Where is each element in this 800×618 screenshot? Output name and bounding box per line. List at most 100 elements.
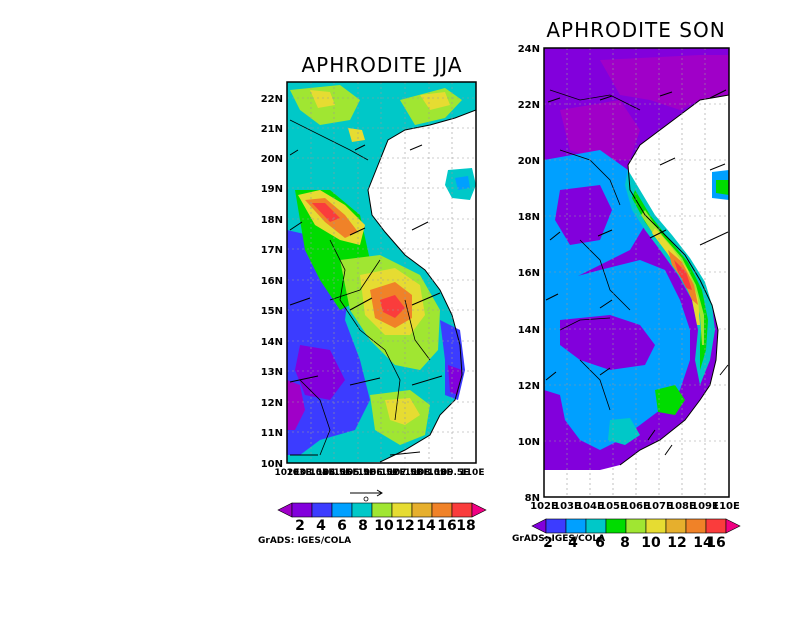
lon-label: 105.5E xyxy=(341,468,376,478)
colorbar-segment xyxy=(665,518,687,534)
colorbar-segment xyxy=(545,518,567,534)
lat-label: 16N xyxy=(261,276,283,287)
lon-axis-son: 102E 103E 104E 105E 106E 107E 108E 109E … xyxy=(530,501,740,512)
lon-label: 103.5E xyxy=(294,468,329,478)
colorbar-segment xyxy=(605,518,627,534)
lat-label: 12N xyxy=(518,381,540,392)
lat-label: 24N xyxy=(518,44,540,55)
lat-label: 19N xyxy=(261,184,283,195)
colorbar-son xyxy=(531,518,741,534)
lon-label: 108.5E xyxy=(412,468,447,478)
precip-field-son xyxy=(544,48,729,497)
lat-label: 12N xyxy=(261,398,283,409)
panel-son: APHRODITE SON xyxy=(512,18,741,551)
colorbar-label: 8 xyxy=(620,535,630,551)
colorbar-labels-son: 2 4 6 8 10 12 14 16 xyxy=(543,535,726,551)
precip-field-jja xyxy=(287,82,476,463)
colorbar-label: 4 xyxy=(316,518,326,534)
lon-label: 109.5E xyxy=(435,468,470,478)
colorbar-arrow-high xyxy=(725,518,741,534)
lat-label: 16N xyxy=(518,268,540,279)
lat-label: 11N xyxy=(261,428,283,439)
reference-vector-jja xyxy=(350,489,383,502)
colorbar-label: 12 xyxy=(667,535,686,551)
lat-label: 15N xyxy=(261,306,283,317)
colorbar-label: 14 xyxy=(693,535,713,551)
panel-title-jja: APHRODITE JJA xyxy=(301,53,462,77)
lon-label: 109E xyxy=(428,468,453,478)
lon-label: 104.5E xyxy=(317,468,352,478)
lat-label: 10N xyxy=(261,459,283,470)
lon-label: 110E xyxy=(460,468,485,478)
panel-jja: APHRODITE JJA xyxy=(258,53,487,546)
colorbar-label: 8 xyxy=(358,518,368,534)
colorbar-segment xyxy=(625,518,647,534)
colorbar-arrow-low xyxy=(531,518,547,534)
colorbar-segment xyxy=(311,502,333,518)
lon-label: 107E xyxy=(381,468,406,478)
lon-label: 102E xyxy=(275,468,300,478)
colorbar-arrow-high xyxy=(471,502,487,518)
lon-label: 103E xyxy=(553,501,581,512)
colorbar-segment xyxy=(291,502,313,518)
credit-son: GrADS: IGES/COLA xyxy=(512,534,605,544)
colorbar-label: 2 xyxy=(295,518,305,534)
frame-jja xyxy=(286,81,477,464)
lon-label: 106E xyxy=(622,501,650,512)
colorbar-label: 10 xyxy=(641,535,661,551)
lat-label: 8N xyxy=(525,493,540,504)
colorbar-segment xyxy=(705,518,727,534)
lon-label: 104E xyxy=(310,468,335,478)
colorbar-label: 10 xyxy=(374,518,394,534)
lon-label: 103E xyxy=(287,468,312,478)
colorbar-label: 14 xyxy=(416,518,436,534)
colorbar-label: 6 xyxy=(595,535,605,551)
lon-label: 107.5E xyxy=(388,468,423,478)
wind-vectors-son xyxy=(545,89,729,456)
lat-label: 18N xyxy=(261,215,283,226)
lon-label: 106.5E xyxy=(364,468,399,478)
colorbar-label: 6 xyxy=(337,518,347,534)
colorbar-arrow-low xyxy=(277,502,293,518)
lon-label: 105E xyxy=(334,468,359,478)
lat-axis-son: 8N 10N 12N 14N 16N 18N 20N 22N 24N xyxy=(518,44,540,504)
lon-label: 102E xyxy=(530,501,558,512)
colorbar-label: 2 xyxy=(543,535,553,551)
colorbar-segment xyxy=(331,502,353,518)
lat-axis-jja: 10N 11N 12N 13N 14N 15N 16N 17N 18N 19N … xyxy=(261,94,283,470)
colorbar-segment xyxy=(685,518,707,534)
colorbar-jja xyxy=(277,502,487,518)
lat-label: 20N xyxy=(261,154,283,165)
lat-label: 13N xyxy=(261,367,283,378)
lon-label: 105E xyxy=(599,501,627,512)
lat-label: 14N xyxy=(518,325,540,336)
colorbar-label: 16 xyxy=(437,518,456,534)
colorbar-label: 12 xyxy=(395,518,414,534)
colorbar-label: 4 xyxy=(568,535,578,551)
lat-label: 21N xyxy=(261,124,283,135)
lat-label: 14N xyxy=(261,337,283,348)
colorbar-label: 16 xyxy=(706,535,725,551)
colorbar-segment xyxy=(371,502,393,518)
colorbar-segment xyxy=(645,518,667,534)
colorbar-segment xyxy=(585,518,607,534)
colorbar-segment xyxy=(451,502,473,518)
panel-title-son: APHRODITE SON xyxy=(546,18,725,42)
frame-son xyxy=(543,47,730,498)
lon-label: 106E xyxy=(358,468,383,478)
colorbar-segment xyxy=(431,502,453,518)
wind-vectors-jja xyxy=(289,144,443,456)
lat-label: 18N xyxy=(518,212,540,223)
colorbar-segment xyxy=(351,502,373,518)
lon-label: 107E xyxy=(645,501,673,512)
colorbar-segment xyxy=(391,502,413,518)
lat-label: 10N xyxy=(518,437,540,448)
lon-label: 108E xyxy=(668,501,696,512)
colorbar-segment xyxy=(565,518,587,534)
lon-label: 109E xyxy=(691,501,719,512)
lat-label: 17N xyxy=(261,245,283,256)
credit-jja: GrADS: IGES/COLA xyxy=(258,536,351,546)
lon-label: 108E xyxy=(405,468,430,478)
colorbar-labels-jja: 2 4 6 8 10 12 14 16 18 xyxy=(295,518,476,534)
